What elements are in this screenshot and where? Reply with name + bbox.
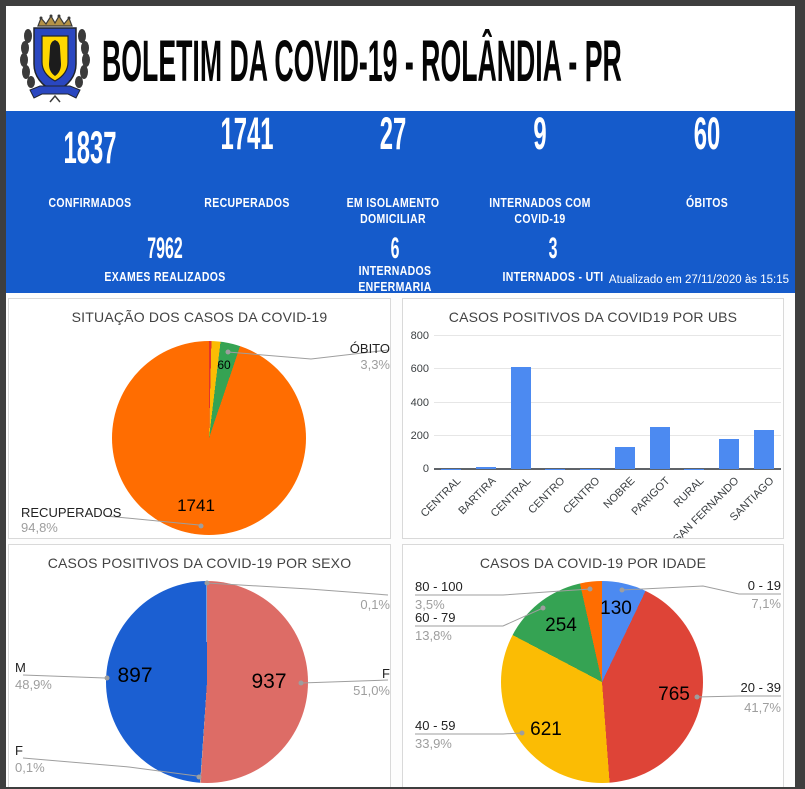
slice-pct-60-79: 13,8% xyxy=(415,628,452,643)
slice-value-recuperados: 1741 xyxy=(177,496,215,515)
gridline-400 xyxy=(434,401,781,403)
stat-uti-value: 3 xyxy=(548,232,558,265)
ubs-x-axis-line xyxy=(434,468,781,470)
stat-isolamento-label: EM ISOLAMENTO DOMICILIAR xyxy=(346,196,440,227)
stat-internados-covid-label: INTERNADOS COM COVID-19 xyxy=(489,196,591,227)
stat-enfermaria-value: 6 xyxy=(390,232,400,265)
slice-label-60-79: 60 - 79 xyxy=(415,610,456,625)
laurel-left xyxy=(20,29,35,88)
stat-uti-label: INTERNADOS - UTI xyxy=(502,270,604,284)
chart-panel-situacao: SITUAÇÃO DOS CASOS DA COVID-19 ÓBITO 3,3… xyxy=(8,298,391,539)
stat-obitos-value: 60 xyxy=(694,108,721,159)
slice-label-80-100: 80 - 100 xyxy=(415,579,463,594)
y-tick-0: 0 xyxy=(422,463,429,475)
stat-recuperados-value: 1741 xyxy=(220,108,274,159)
chart-panel-idade: CASOS DA COVID-19 POR IDADE 80 - 100 3,5… xyxy=(402,544,784,787)
sexo-pie-chart[interactable] xyxy=(106,581,308,783)
ribbon-banner xyxy=(29,85,81,99)
bar-parigot-6[interactable] xyxy=(649,426,670,469)
laurel-right xyxy=(75,29,90,88)
chart-panel-sexo: CASOS POSITIVOS DA COVID-19 POR SEXO 0,1… xyxy=(8,544,391,787)
report-header: BOLETIM DA COVID-19 - ROLÂNDIA - PR xyxy=(6,6,795,111)
rolandia-coat-of-arms-logo xyxy=(20,14,90,103)
x-label-centro-3: CENTRO xyxy=(526,475,568,517)
stat-confirmados-value: 1837 xyxy=(63,122,117,173)
stat-confirmados-label: CONFIRMADOS xyxy=(48,196,132,210)
situacao-pie-chart[interactable] xyxy=(112,341,306,535)
slice-value-40-59: 621 xyxy=(530,719,562,740)
slice-value-obito: 60 xyxy=(217,358,231,372)
slice-label-feminino: F xyxy=(382,666,390,681)
y-tick-800: 800 xyxy=(410,330,429,342)
bar-san-fernando-8[interactable] xyxy=(718,439,739,469)
gridline-200 xyxy=(434,434,781,436)
slice-pct-masculino: 48,9% xyxy=(15,677,52,692)
ubs-plot-area xyxy=(434,335,781,470)
stat-internados-covid-value: 9 xyxy=(533,108,547,159)
stat-enfermaria-label: INTERNADOS ENFERMARIA xyxy=(358,264,432,295)
slice-pct-80-100: 3,5% xyxy=(415,597,445,612)
shield-figure xyxy=(49,40,61,76)
slice-pct-40-59: 33,9% xyxy=(415,736,452,751)
charts-grid: SITUAÇÃO DOS CASOS DA COVID-19 ÓBITO 3,3… xyxy=(8,298,784,787)
slice-pct-feminino-2: 0,1% xyxy=(15,760,45,775)
slice-label-40-59: 40 - 59 xyxy=(415,718,456,733)
last-updated-timestamp: Atualizado em 27/11/2020 às 15:15 xyxy=(608,274,789,286)
slice-label-feminino-2: F xyxy=(15,743,23,758)
slice-label-20-39: 20 - 39 xyxy=(740,680,781,695)
slice-label-recuperados: RECUPERADOS xyxy=(21,505,122,520)
stat-exames-value: 7962 xyxy=(147,232,184,265)
slice-value-60-79: 254 xyxy=(545,615,577,636)
stat-recuperados-label: RECUPERADOS xyxy=(203,196,290,210)
stat-isolamento-value: 27 xyxy=(380,108,407,159)
slice-value-masculino: 897 xyxy=(117,664,153,687)
slice-value-0-19: 130 xyxy=(600,598,632,619)
stat-exames-label: EXAMES REALIZADOS xyxy=(104,270,226,284)
slice-pct-feminino: 51,0% xyxy=(353,683,390,698)
chart-title-sexo: CASOS POSITIVOS DA COVID-19 POR SEXO xyxy=(47,555,352,571)
bar-central-2[interactable] xyxy=(510,367,531,469)
slice-pct-obito: 3,3% xyxy=(360,357,390,372)
chart-title-ubs: CASOS POSITIVOS DA COVID19 POR UBS xyxy=(448,309,738,325)
slice-label-masculino: M xyxy=(15,660,26,675)
chart-title-idade: CASOS DA COVID-19 POR IDADE xyxy=(479,555,707,571)
slice-label-0-19: 0 - 19 xyxy=(747,578,781,593)
bar-nobre-5[interactable] xyxy=(614,447,635,469)
page-title: BOLETIM DA COVID-19 - ROLÂNDIA - PR xyxy=(102,29,622,94)
chart-title-situacao: SITUAÇÃO DOS CASOS DA COVID-19 xyxy=(71,309,328,325)
slice-pct-0-19: 7,1% xyxy=(751,596,781,611)
y-tick-600: 600 xyxy=(410,363,429,376)
slice-value-feminino: 937 xyxy=(251,670,287,693)
y-tick-400: 400 xyxy=(410,396,429,409)
summary-stats-band: 1837 1741 27 9 60 CONFIRMADOS RECUPERADO… xyxy=(6,108,795,295)
slice-pct-20-39: 41,7% xyxy=(744,700,781,715)
stat-obitos-label: ÓBITOS xyxy=(686,196,729,210)
crown-icon xyxy=(37,14,73,27)
bar-santiago-9[interactable] xyxy=(753,429,774,469)
x-label-central-0: CENTRAL xyxy=(419,475,464,520)
gridline-600 xyxy=(434,368,781,370)
chart-panel-ubs: CASOS POSITIVOS DA COVID19 POR UBS 0 200 4… xyxy=(402,298,784,539)
x-label-centro-4: CENTRO xyxy=(561,475,603,517)
slice-pct-sexo-outros: 0,1% xyxy=(360,597,390,612)
gridline-800 xyxy=(434,335,781,336)
slice-label-obito: ÓBITO xyxy=(349,341,390,356)
slice-pct-recuperados: 94,8% xyxy=(21,520,58,535)
slice-value-20-39: 765 xyxy=(658,684,690,705)
y-tick-200: 200 xyxy=(410,429,429,442)
bar-bartira-1[interactable] xyxy=(476,466,497,469)
